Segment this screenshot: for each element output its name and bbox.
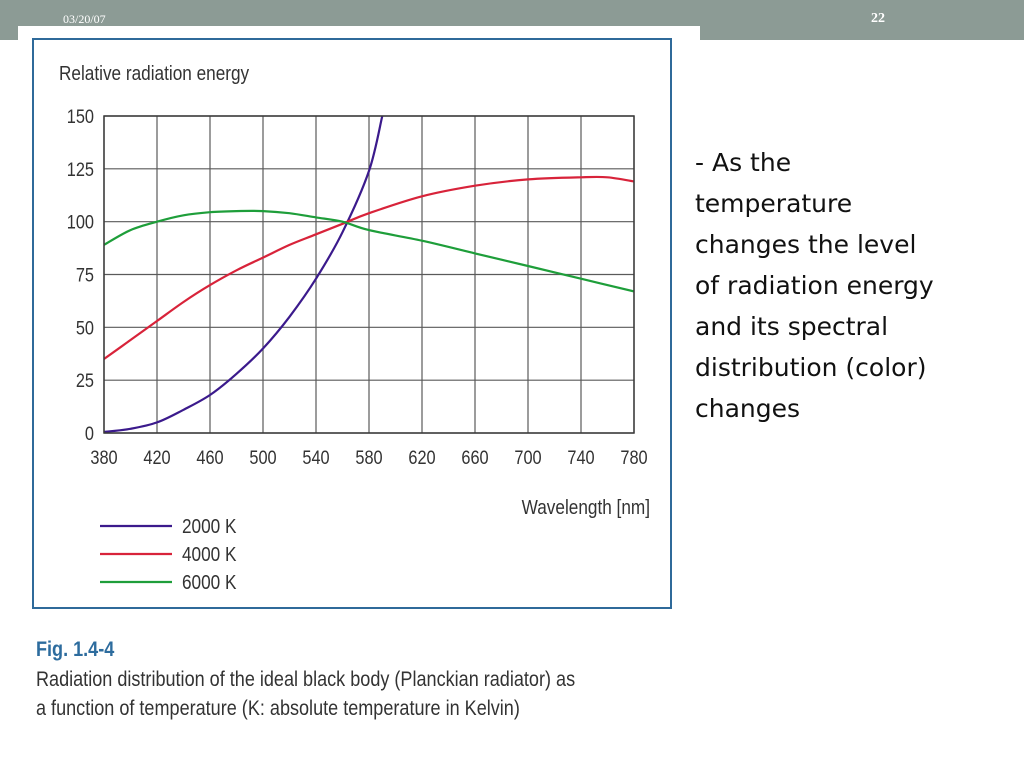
y-tick-label: 50	[76, 317, 94, 338]
y-axis-label: Relative radiation energy	[59, 62, 250, 85]
slide-header-accent	[18, 26, 700, 40]
y-tick-label: 150	[67, 106, 94, 127]
x-tick-label: 740	[567, 447, 594, 468]
body-text-line: - As the	[695, 148, 792, 177]
figure-label: Fig. 1.4-4	[36, 638, 115, 661]
figure-panel: 0 25 50 75 100 125 150 380 420 460 500 540 580 620 660…	[32, 38, 672, 609]
body-text-line: and its spectral	[695, 312, 889, 341]
body-text-line: distribution (color)	[695, 353, 927, 382]
x-tick-label: 420	[143, 447, 170, 468]
body-text-line: changes	[695, 394, 801, 423]
y-tick-label: 75	[76, 264, 94, 285]
series-line-6000-k	[104, 209, 634, 293]
series-line-4000-k	[104, 175, 634, 360]
legend-label: 2000 K	[182, 515, 237, 538]
figure-caption-line: Radiation distribution of the ideal blac…	[36, 668, 576, 691]
y-tick-label: 25	[76, 370, 94, 391]
slide-number: 22	[871, 11, 885, 26]
x-tick-label: 660	[461, 447, 488, 468]
y-tick-label: 125	[67, 159, 94, 180]
legend-label: 4000 K	[182, 543, 237, 566]
x-tick-label: 780	[620, 447, 647, 468]
x-tick-label: 700	[514, 447, 541, 468]
x-axis-label: Wavelength [nm]	[522, 496, 650, 519]
figure-caption-line: a function of temperature (K: absolute t…	[36, 697, 520, 720]
x-tick-label: 540	[302, 447, 329, 468]
x-tick-label: 620	[408, 447, 435, 468]
radiation-chart: 0 25 50 75 100 125 150 380 420 460 500 540 580 620 660…	[59, 62, 650, 594]
x-tick-label: 460	[196, 447, 223, 468]
slide-date: 03/20/07	[63, 12, 106, 26]
x-tick-label: 580	[355, 447, 382, 468]
slide-body-text: - As the temperature changes the level o…	[695, 142, 995, 429]
y-tick-label: 100	[67, 212, 94, 233]
legend-label: 6000 K	[182, 571, 237, 594]
x-tick-label: 500	[249, 447, 276, 468]
y-tick-label: 0	[85, 423, 94, 444]
plot-frame	[103, 115, 635, 434]
body-text-line: of radiation energy	[695, 271, 934, 300]
x-tick-label: 380	[90, 447, 117, 468]
body-text-line: temperature	[695, 189, 853, 218]
body-text-line: changes the level	[695, 230, 917, 259]
